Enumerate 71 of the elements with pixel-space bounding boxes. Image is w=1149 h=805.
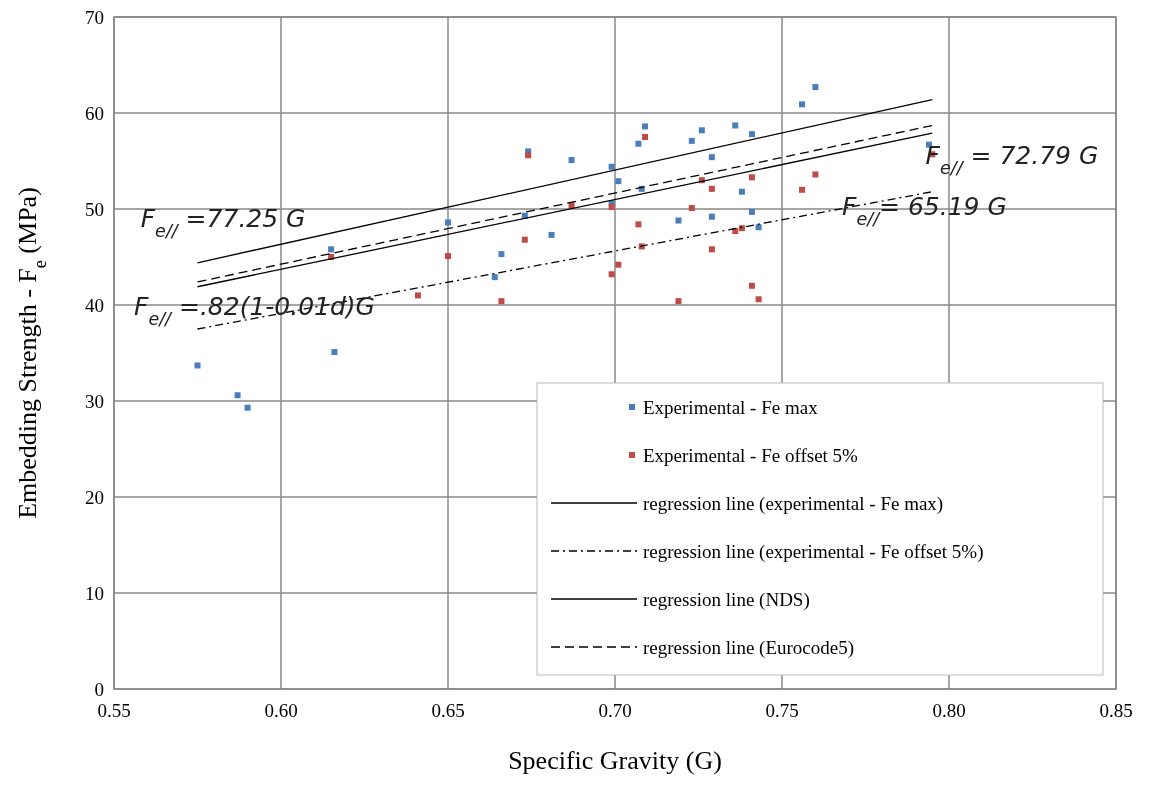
legend-label: regression line (Eurocode5) — [643, 636, 855, 659]
y-tick-label: 40 — [85, 294, 104, 316]
y-tick-label: 60 — [85, 102, 104, 124]
point — [688, 137, 695, 144]
y-tick-label: 10 — [85, 582, 104, 604]
point — [608, 271, 615, 278]
point — [755, 296, 762, 303]
point — [708, 246, 715, 253]
point — [748, 282, 755, 289]
point — [738, 188, 745, 195]
y-tick-label: 20 — [85, 486, 104, 508]
point — [615, 261, 622, 268]
point — [799, 101, 806, 108]
point — [445, 219, 451, 226]
annotation: F$_{e//}$= 65.19 G — [842, 191, 1007, 229]
point — [755, 224, 762, 231]
point — [635, 140, 642, 147]
point — [708, 154, 715, 161]
legend-label: regression line (experimental - Fe offset 5%) — [643, 540, 984, 563]
point — [748, 208, 755, 215]
point — [234, 392, 241, 399]
point — [498, 298, 505, 305]
annotation: F$_{e//}$ =77.25 G — [140, 204, 306, 242]
point — [525, 152, 532, 159]
x-tick-label: 0.75 — [765, 700, 799, 721]
point — [331, 349, 338, 356]
point — [708, 213, 715, 220]
point — [615, 178, 622, 185]
point — [675, 217, 682, 224]
x-tick-label: 0.85 — [1099, 700, 1133, 721]
legend-label: Experimental - Fe max — [643, 396, 819, 418]
point — [642, 134, 649, 140]
y-tick-label: 30 — [85, 390, 104, 412]
point — [608, 163, 615, 170]
point — [635, 221, 642, 228]
point — [698, 127, 705, 134]
x-tick-label: 0.60 — [264, 700, 298, 721]
point — [799, 186, 806, 193]
point — [414, 292, 421, 299]
x-tick-label: 0.80 — [932, 700, 966, 721]
point — [568, 157, 575, 164]
point — [548, 231, 555, 238]
point — [608, 204, 615, 211]
point — [244, 404, 251, 411]
point — [675, 298, 682, 305]
point — [812, 84, 819, 91]
point — [708, 185, 715, 192]
point — [688, 205, 695, 212]
point — [498, 251, 505, 258]
legend-label: regression line (experimental - Fe max) — [643, 492, 944, 515]
annotation: F$_{e//}$ = 72.79 G — [925, 140, 1099, 178]
x-tick-label: 0.70 — [598, 700, 632, 721]
point — [748, 131, 755, 138]
point — [732, 122, 739, 129]
y-tick-label: 0 — [94, 678, 104, 700]
legend-label: regression line (NDS) — [643, 588, 810, 611]
point — [812, 171, 819, 178]
point — [491, 274, 498, 281]
point — [194, 362, 201, 369]
point — [328, 246, 335, 253]
y-tick-label: 70 — [85, 6, 104, 28]
x-tick-label: 0.65 — [431, 700, 465, 721]
point — [642, 123, 649, 130]
point — [738, 225, 745, 232]
point — [748, 174, 755, 181]
x-tick-label: 0.55 — [97, 700, 131, 721]
legend-label: Experimental - Fe offset 5% — [643, 444, 859, 466]
y-tick-label: 50 — [85, 198, 104, 220]
point — [445, 253, 451, 260]
point — [521, 236, 528, 243]
x-axis-title: Specific Gravity (G) — [508, 746, 722, 775]
